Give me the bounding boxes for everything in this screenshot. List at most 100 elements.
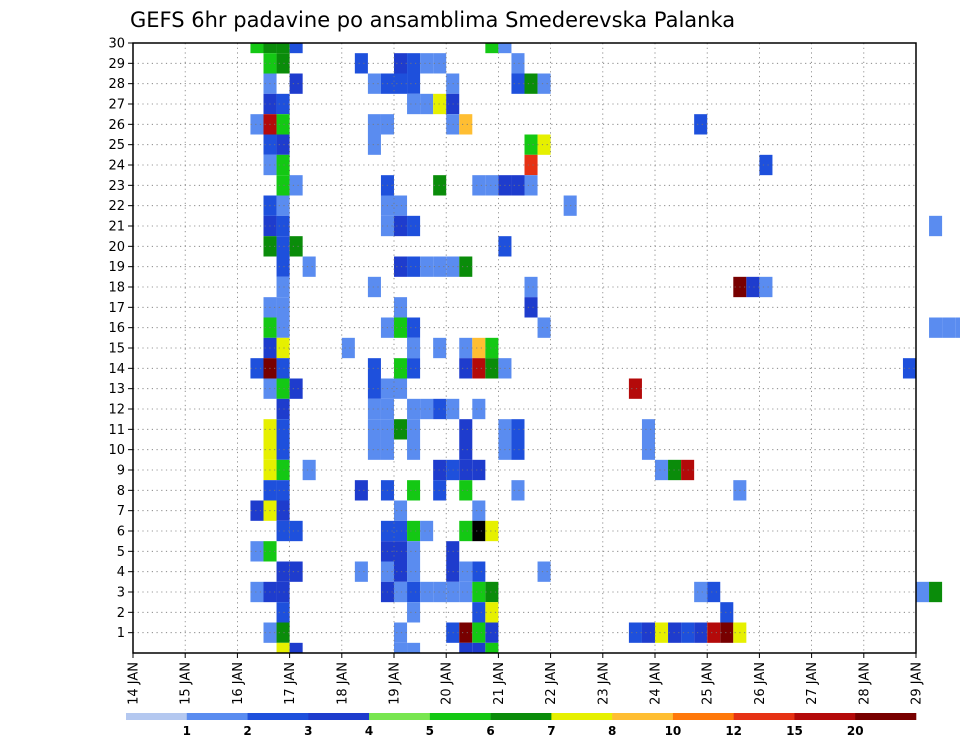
colorbar-label: 15	[786, 724, 803, 738]
heatmap-cell	[485, 642, 499, 653]
heatmap-cell	[524, 154, 538, 176]
heatmap-cell	[720, 602, 734, 623]
x-tick-label: 14 JAN	[127, 662, 142, 705]
heatmap-cell	[394, 500, 408, 521]
y-tick-label: 5	[117, 545, 125, 560]
heatmap-cell	[472, 561, 486, 582]
y-tick-label: 3	[117, 586, 125, 601]
heatmap-cell	[707, 581, 721, 603]
colorbar-swatch	[733, 713, 795, 720]
colorbar-label: 2	[243, 724, 251, 738]
heatmap-cell	[367, 419, 381, 440]
grid-lines	[133, 43, 916, 653]
heatmap-cell	[485, 602, 499, 623]
heatmap-cell	[472, 175, 486, 196]
y-tick-label: 11	[108, 423, 125, 438]
heatmap-cell	[459, 256, 473, 277]
y-tick-label: 26	[108, 118, 125, 133]
heatmap-cell	[276, 459, 290, 481]
x-tick-label: 17 JAN	[283, 662, 298, 705]
x-tick-label: 18 JAN	[335, 662, 350, 705]
x-tick-label: 24 JAN	[649, 662, 664, 705]
heatmap-cell	[472, 622, 486, 643]
heatmap-cell	[276, 581, 290, 603]
heatmap-cell	[472, 642, 486, 653]
heatmap-cell	[459, 358, 473, 379]
heatmap-cell	[485, 581, 499, 603]
heatmap-cell	[459, 337, 473, 359]
heatmap-cell	[511, 53, 525, 74]
heatmap-cell	[276, 358, 290, 379]
heatmap-cell	[694, 114, 708, 135]
chart-title: GEFS 6hr padavine po ansamblima Smederev…	[130, 8, 735, 32]
heatmap-cell	[472, 459, 486, 481]
heatmap-cell	[407, 317, 421, 338]
y-tick-label: 17	[108, 301, 125, 316]
heatmap-cell	[407, 520, 421, 542]
y-tick-label: 2	[117, 606, 125, 621]
heatmap-cell	[694, 622, 708, 643]
heatmap-cell	[485, 622, 499, 643]
colorbar-swatch	[186, 713, 248, 720]
heatmap-cell	[367, 398, 381, 420]
heatmap-cell	[524, 175, 538, 196]
heatmap-cell	[289, 642, 303, 653]
heatmap-cell	[628, 378, 642, 399]
heatmap-cell	[276, 215, 290, 237]
y-tick-label: 9	[117, 464, 125, 479]
heatmap-cell	[367, 276, 381, 298]
heatmap-cell	[641, 622, 655, 643]
x-tick-label: 23 JAN	[596, 662, 611, 705]
heatmap-cell	[511, 419, 525, 440]
heatmap-cell	[276, 439, 290, 460]
heatmap-cell	[485, 520, 499, 542]
heatmap-cell	[276, 561, 290, 582]
heatmap-cell	[394, 215, 408, 237]
heatmap-cell	[276, 195, 290, 216]
heatmap-cell	[276, 520, 290, 542]
heatmap-cell	[354, 480, 368, 501]
y-tick-label: 28	[108, 77, 125, 92]
heatmap-cell	[641, 419, 655, 440]
heatmap-cell	[407, 398, 421, 420]
heatmap-cell	[367, 134, 381, 155]
colorbar-swatch	[126, 713, 188, 720]
y-tick-label: 8	[117, 484, 125, 499]
heatmap-cells	[250, 43, 960, 653]
heatmap-cell	[694, 581, 708, 603]
x-tick-label: 22 JAN	[544, 662, 559, 705]
heatmap-cell	[407, 541, 421, 562]
colorbar-swatch	[855, 713, 917, 720]
heatmap-cell	[524, 73, 538, 94]
heatmap-cell	[420, 581, 434, 603]
y-tick-label: 1	[117, 626, 125, 641]
heatmap-cell	[367, 114, 381, 135]
heatmap-cell	[511, 175, 525, 196]
y-tick-label: 12	[108, 403, 125, 418]
heatmap-cell	[537, 561, 551, 582]
y-tick-label: 19	[108, 260, 125, 275]
heatmap-cell	[942, 317, 956, 338]
y-tick-label: 13	[108, 382, 125, 397]
heatmap-cell	[276, 114, 290, 135]
heatmap-cell	[394, 561, 408, 582]
colorbar-swatch	[247, 713, 309, 720]
heatmap-cell	[407, 561, 421, 582]
heatmap-cell	[498, 43, 512, 54]
heatmap-cell	[420, 256, 434, 277]
heatmap-cell	[472, 337, 486, 359]
heatmap-cell	[394, 520, 408, 542]
colorbar-swatch	[308, 713, 370, 720]
x-tick-label: 15 JAN	[179, 662, 194, 705]
heatmap-cell	[641, 439, 655, 460]
heatmap-cell	[459, 480, 473, 501]
heatmap-cell	[276, 337, 290, 359]
heatmap-cell	[394, 358, 408, 379]
colorbar-label: 1	[183, 724, 191, 738]
heatmap-cell	[394, 53, 408, 74]
y-tick-label: 20	[108, 240, 125, 255]
heatmap-cell	[263, 43, 277, 54]
heatmap-cell	[276, 236, 290, 257]
x-tick-label: 19 JAN	[388, 662, 403, 705]
heatmap-cell	[655, 622, 669, 643]
